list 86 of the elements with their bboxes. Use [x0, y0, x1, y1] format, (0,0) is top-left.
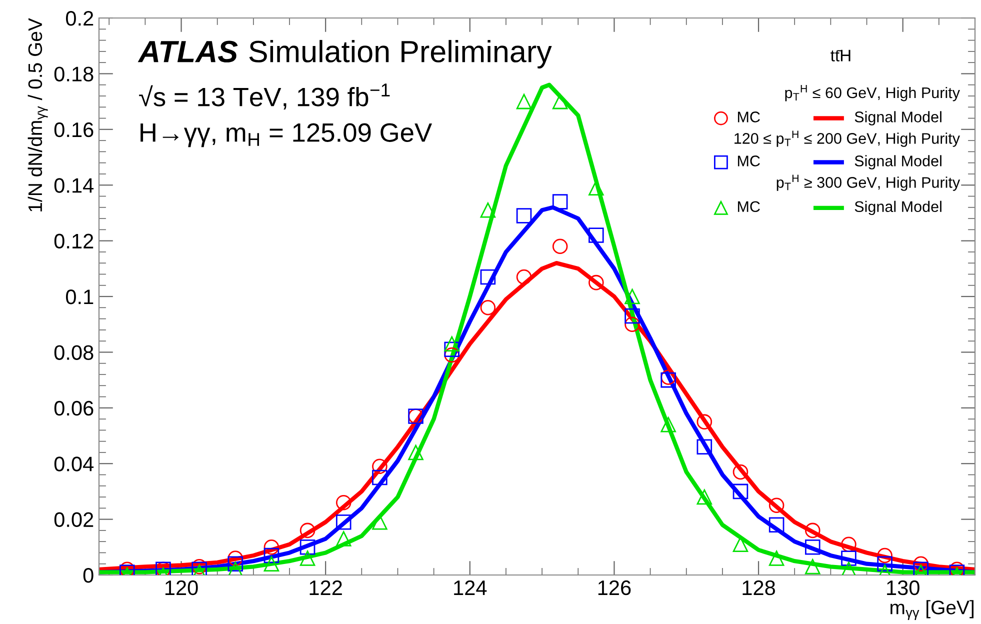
point — [300, 522, 316, 538]
point — [552, 194, 568, 210]
annotation: Simulation Preliminary — [249, 40, 552, 68]
point — [696, 439, 712, 455]
y-tick-label: 0.18 — [54, 66, 94, 82]
legend-label: Signal Model — [854, 155, 942, 170]
point — [552, 238, 568, 254]
point — [660, 370, 676, 385]
x-tick-label: 130 — [887, 580, 920, 596]
point — [300, 550, 316, 566]
point — [516, 94, 532, 110]
point — [624, 316, 640, 332]
annotation: √s = 13 TeV, 139 fb$^{−1}$ — [139, 84, 390, 110]
point — [336, 494, 352, 510]
y-tick-label: 0.1 — [66, 290, 94, 304]
x-axis-title: m$_{γγ}$ [GeV] — [890, 600, 974, 620]
point — [624, 288, 640, 304]
point — [913, 556, 929, 572]
point — [264, 556, 280, 572]
point — [588, 228, 604, 243]
point — [336, 514, 352, 530]
point — [480, 269, 496, 285]
point — [732, 464, 748, 480]
point — [841, 536, 856, 552]
point — [516, 208, 532, 224]
y-tick-label: 0.12 — [54, 234, 94, 249]
legend-label: MC — [738, 112, 760, 122]
point — [480, 300, 496, 316]
x-tick-label: 122 — [310, 580, 342, 595]
point — [805, 522, 820, 538]
y-tick-label: 0.04 — [54, 456, 94, 472]
y-tick-label: 0.2 — [66, 11, 94, 26]
point — [768, 517, 784, 533]
x-tick-label: 126 — [598, 580, 631, 596]
annotation: H→γγ, m$_{H}$ = 125.09 GeV — [140, 123, 432, 148]
point — [696, 489, 712, 505]
point — [264, 540, 280, 555]
y-tick-label: 0.16 — [54, 122, 94, 138]
point — [588, 274, 604, 290]
point — [444, 347, 460, 363]
point — [372, 470, 388, 486]
point — [228, 556, 244, 572]
annotation: 120 ≤ p$_{T}$$^{H}$ ≤ 200 GeV, High Purity — [734, 130, 960, 147]
point — [841, 550, 856, 566]
point — [480, 202, 496, 218]
point — [768, 550, 784, 566]
y-tick-label: 0 — [83, 568, 94, 583]
point — [408, 444, 424, 460]
point — [228, 550, 244, 566]
legend-label: Signal Model — [854, 111, 942, 126]
point — [300, 540, 316, 555]
legend-label: MC — [738, 156, 760, 166]
point — [228, 562, 244, 575]
y-tick-label: 0.08 — [54, 345, 94, 360]
y-tick-label: 0.02 — [54, 512, 94, 528]
y-tick-label: 0.06 — [54, 400, 94, 416]
point — [444, 342, 460, 358]
point — [372, 514, 388, 530]
point — [805, 540, 820, 555]
annotation: p$_{T}$$^{H}$ ≤ 60 GeV, High Purity — [785, 85, 960, 102]
point — [444, 336, 460, 352]
point — [660, 416, 676, 432]
point — [264, 548, 280, 564]
point — [949, 562, 965, 575]
annotation: ATLAS — [138, 40, 238, 62]
y-axis-title: 1/N dN/dm$_{γγ}$ / 0.5 GeV — [28, 18, 48, 212]
legend-label: Signal Model — [854, 200, 942, 216]
point — [516, 269, 532, 285]
x-tick-label: 128 — [742, 580, 775, 596]
y-tick-label: 0.14 — [54, 178, 94, 193]
annotation: p$_{T}$$^{H}$ ≥ 300 GeV, High Purity — [776, 174, 960, 191]
point — [624, 308, 640, 324]
point — [552, 94, 568, 110]
legend-label: MC — [738, 201, 760, 212]
point — [877, 556, 892, 572]
point — [732, 484, 748, 500]
x-tick-label: 120 — [165, 580, 198, 596]
point — [696, 414, 712, 430]
legend-title: tt̄H — [830, 50, 850, 62]
point — [768, 498, 784, 514]
point — [805, 559, 820, 574]
point — [660, 372, 676, 388]
point — [336, 531, 352, 546]
x-tick-label: 124 — [454, 580, 487, 595]
point — [877, 548, 892, 564]
point — [372, 458, 388, 474]
